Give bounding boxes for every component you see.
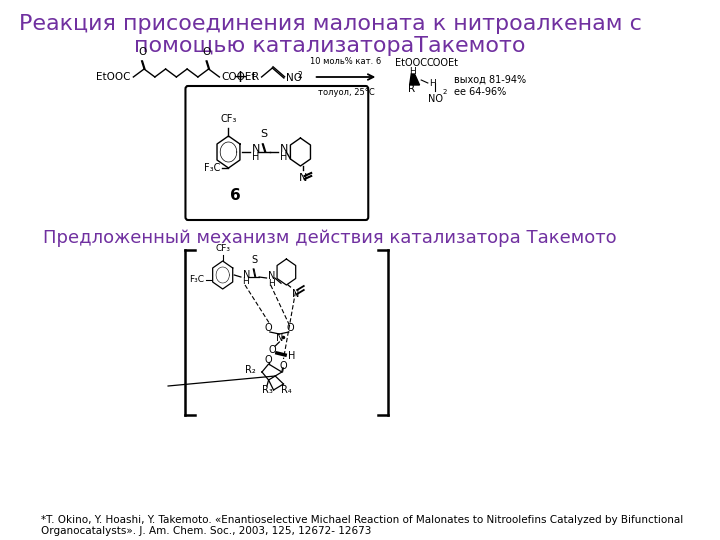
Text: N: N	[292, 289, 300, 299]
Text: H: H	[268, 279, 275, 287]
Text: H: H	[410, 68, 416, 77]
Text: Реакция присоединения малоната к нитроалкенам с: Реакция присоединения малоната к нитроал…	[19, 14, 642, 34]
Text: R₄: R₄	[282, 385, 292, 395]
Text: 6: 6	[230, 188, 240, 203]
Text: N: N	[268, 271, 276, 281]
Polygon shape	[410, 74, 420, 85]
FancyBboxPatch shape	[186, 86, 368, 220]
Text: O: O	[268, 345, 276, 355]
Text: O: O	[279, 361, 287, 371]
Text: ee 64-96%: ee 64-96%	[454, 87, 507, 97]
Text: 2: 2	[443, 89, 447, 95]
Text: F₃C: F₃C	[204, 163, 220, 173]
Text: H: H	[243, 278, 249, 287]
Text: N: N	[243, 270, 250, 280]
Text: NO: NO	[428, 94, 443, 104]
Text: F₃C: F₃C	[189, 275, 204, 285]
Text: H: H	[429, 78, 436, 87]
Text: CF₃: CF₃	[220, 114, 237, 124]
Text: S: S	[251, 255, 257, 265]
Text: R: R	[408, 84, 415, 94]
Text: R₂: R₂	[245, 365, 256, 375]
Text: COOEt: COOEt	[221, 72, 256, 82]
Text: помощью катализатораТакемото: помощью катализатораТакемото	[135, 36, 526, 56]
Text: *T. Okino, Y. Hoashi, Y. Takemoto. «Enantioselective Michael Reaction of Malonat: *T. Okino, Y. Hoashi, Y. Takemoto. «Enan…	[41, 515, 683, 525]
Text: H: H	[287, 351, 295, 361]
Text: H: H	[280, 152, 287, 162]
Text: Organocatalysts». J. Am. Chem. Soc., 2003, 125, 12672- 12673: Organocatalysts». J. Am. Chem. Soc., 200…	[41, 526, 371, 536]
Text: O: O	[287, 323, 294, 333]
Text: O: O	[264, 323, 272, 333]
Text: EtOOC: EtOOC	[96, 72, 130, 82]
Text: N: N	[251, 144, 260, 154]
Text: толуол, 25°C: толуол, 25°C	[318, 88, 374, 97]
Text: CF₃: CF₃	[215, 244, 230, 253]
Text: NO: NO	[287, 73, 302, 83]
Text: R: R	[252, 72, 259, 82]
Text: O: O	[203, 47, 211, 57]
Text: 2: 2	[298, 71, 302, 80]
Text: O: O	[138, 47, 147, 57]
Text: N: N	[299, 173, 307, 183]
Text: Предложенный механизм действия катализатора Такемото: Предложенный механизм действия катализат…	[43, 229, 617, 247]
Text: H: H	[251, 152, 259, 162]
Text: R₃: R₃	[261, 385, 272, 395]
Text: EtOOC: EtOOC	[395, 58, 427, 68]
Text: N: N	[280, 144, 288, 154]
Text: O: O	[265, 355, 272, 365]
Text: COOEt: COOEt	[426, 58, 458, 68]
Text: S: S	[261, 129, 268, 139]
Text: 10 моль% кат. 6: 10 моль% кат. 6	[310, 57, 382, 66]
Text: +: +	[232, 68, 247, 86]
Text: N: N	[276, 333, 283, 343]
Text: выход 81-94%: выход 81-94%	[454, 75, 526, 85]
